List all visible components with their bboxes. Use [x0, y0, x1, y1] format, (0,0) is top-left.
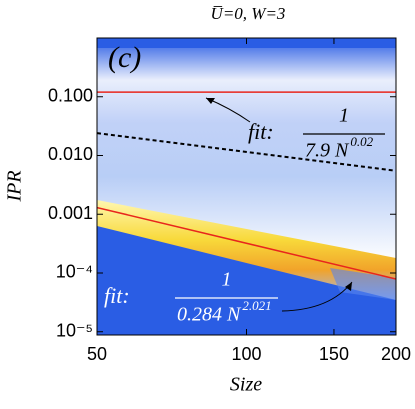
y-tick-label: 10⁻⁵: [56, 320, 93, 340]
annotation-numerator: 1: [222, 269, 232, 291]
plot-lines: [97, 91, 396, 280]
panel-label: (c): [108, 41, 141, 74]
annotation-denominator: 0.284 N: [177, 304, 242, 326]
y-tick-label: 10⁻⁴: [56, 262, 93, 282]
annotation-prefix: fit:: [248, 119, 274, 144]
annotation-exponent: 2.021: [242, 298, 271, 313]
arrow-head: [206, 98, 215, 104]
fit-line: [97, 132, 396, 172]
x-tick-label: 100: [231, 344, 261, 364]
annotation-exponent: 0.02: [350, 134, 373, 149]
x-tick-label: 50: [87, 344, 107, 364]
arrow-head: [345, 282, 352, 291]
x-tick-label: 200: [381, 344, 411, 364]
y-axis-label: IPR: [4, 170, 26, 202]
y-tick-label: 0.001: [48, 203, 93, 223]
y-tick-label: 0.100: [48, 85, 93, 105]
annotation-denominator: 7.9 N: [305, 140, 350, 162]
x-tick-label: 150: [319, 344, 349, 364]
density-map: [97, 38, 396, 335]
annotation-numerator: 1: [339, 105, 349, 127]
y-tick-label: 0.010: [48, 144, 93, 164]
annotation-prefix: fit:: [104, 283, 130, 308]
chart-title: U̅=0, W=3: [211, 4, 286, 23]
fit-line: [97, 206, 396, 280]
x-axis-label: Size: [230, 374, 262, 396]
